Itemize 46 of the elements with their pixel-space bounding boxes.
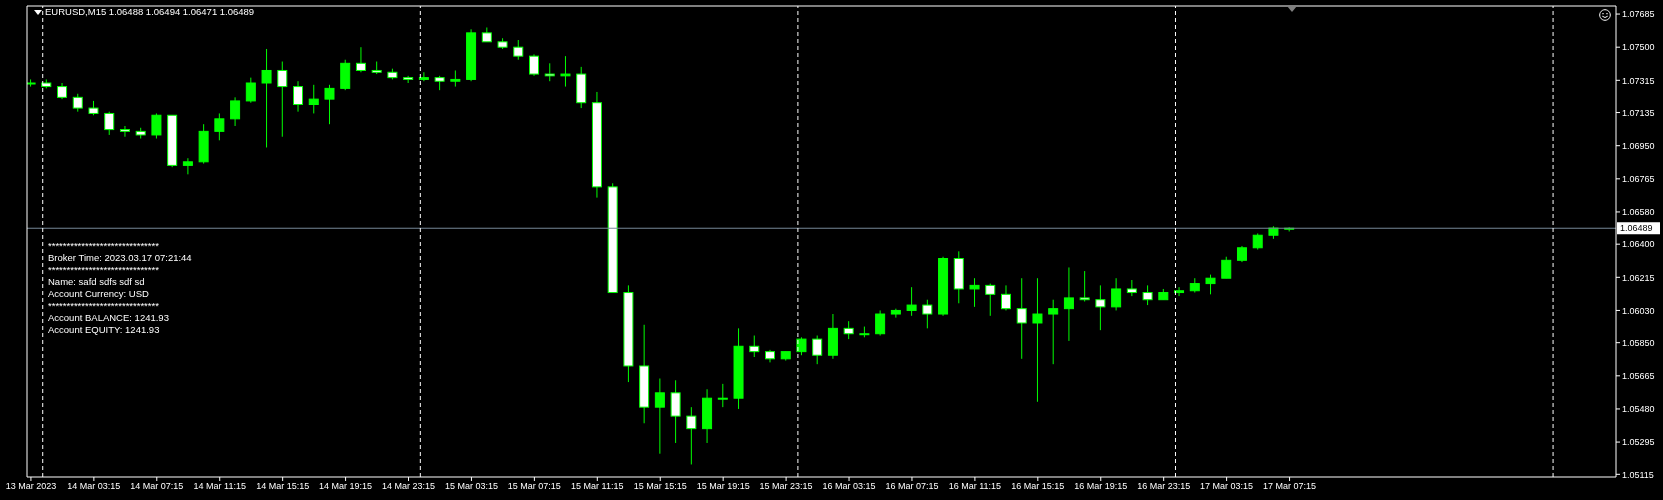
annotation: ****************************** [48, 264, 159, 276]
y-tick-label: 1.07500 [1622, 42, 1655, 53]
y-tick-label: 1.05480 [1622, 404, 1655, 415]
x-tick-label: 13 Mar 2023 [5, 481, 57, 492]
x-tick-label: 14 Mar 23:15 [381, 481, 436, 492]
x-tick-label: 15 Mar 23:15 [759, 481, 813, 492]
x-tick-label: 14 Mar 19:15 [319, 481, 373, 492]
x-tick-label: 16 Mar 23:15 [1137, 481, 1191, 492]
y-tick-label: 1.05115 [1622, 469, 1654, 480]
x-tick-label: 16 Mar 07:15 [885, 481, 939, 492]
y-tick-label: 1.07685 [1622, 9, 1655, 20]
x-tick-label: 16 Mar 11:15 [948, 481, 1002, 492]
y-tick-label: 1.06215 [1622, 272, 1655, 283]
x-tick-label: 15 Mar 19:15 [696, 481, 750, 492]
x-tick-label: 16 Mar 19:15 [1074, 481, 1128, 492]
y-tick-label: 1.05295 [1622, 437, 1655, 448]
x-tick-label: 15 Mar 03:15 [444, 481, 498, 492]
x-tick-label: 17 Mar 07:15 [1263, 481, 1317, 492]
ref-line-label: 1.06489 [1620, 223, 1653, 234]
annotation: Account EQUITY: 1241.93 [48, 324, 160, 336]
x-tick-label: 14 Mar 15:15 [256, 481, 310, 492]
chart-title: EURUSD,M15 1.06488 1.06494 1.06471 1.06489 [45, 6, 255, 18]
y-tick-label: 1.06030 [1622, 305, 1655, 316]
x-tick-label: 17 Mar 03:15 [1200, 481, 1254, 492]
y-tick-label: 1.05850 [1622, 337, 1655, 348]
x-tick-label: 16 Mar 03:15 [822, 481, 876, 492]
y-tick-label: 1.06765 [1622, 174, 1655, 185]
y-tick-label: 1.06400 [1622, 239, 1655, 250]
annotation: ****************************** [48, 240, 159, 252]
x-tick-label: 15 Mar 07:15 [507, 481, 561, 492]
x-tick-label: 14 Mar 07:15 [130, 481, 184, 492]
y-tick-label: 1.07135 [1622, 107, 1655, 118]
x-tick-label: 14 Mar 03:15 [67, 481, 121, 492]
annotation: Account Currency: USD [48, 288, 149, 300]
y-tick-label: 1.06580 [1622, 207, 1655, 218]
x-tick-label: 15 Mar 11:15 [571, 481, 624, 492]
annotation: Broker Time: 2023.03.17 07:21:44 [48, 252, 192, 264]
x-tick-label: 16 Mar 15:15 [1011, 481, 1065, 492]
y-tick-label: 1.05665 [1622, 371, 1655, 382]
annotation: ****************************** [48, 300, 159, 312]
y-tick-label: 1.07315 [1622, 75, 1655, 86]
y-tick-label: 1.06950 [1622, 140, 1655, 151]
x-tick-label: 14 Mar 11:15 [193, 481, 246, 492]
x-tick-label: 15 Mar 15:15 [633, 481, 687, 492]
annotation: Account BALANCE: 1241.93 [48, 312, 169, 324]
annotation: Name: safd sdfs sdf sd [48, 276, 145, 288]
